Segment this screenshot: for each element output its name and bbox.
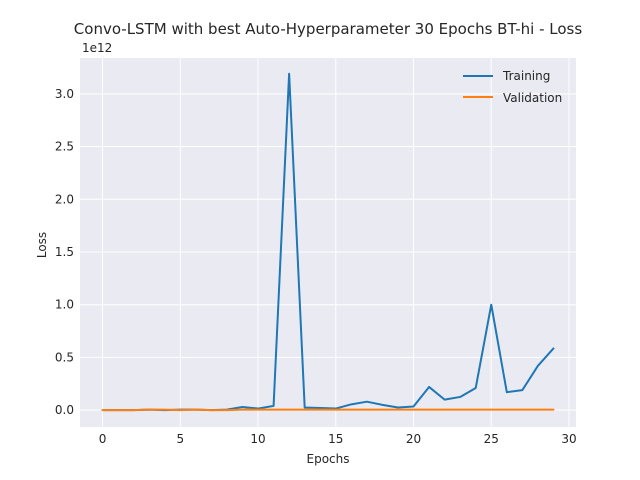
- tick-labels: 0 5 10 15 20 25 30 0.0 0.5 1.0 1.5 2.0 2.5 3.0: [55, 87, 577, 446]
- x-tick-label: 5: [176, 432, 184, 446]
- y-multiplier-label: 1e12: [82, 41, 112, 55]
- x-tick-label: 15: [328, 432, 343, 446]
- y-tick-label: 1.0: [55, 298, 74, 312]
- series-line-validation: [101, 408, 555, 412]
- legend-label-validation: Validation: [503, 91, 562, 105]
- x-axis-label: Epochs: [307, 452, 350, 466]
- legend: Training Validation: [463, 69, 562, 105]
- y-tick-label: 0.5: [55, 350, 74, 364]
- y-axis-label: Loss: [35, 232, 49, 258]
- x-tick-label: 25: [484, 432, 499, 446]
- x-tick-label: 20: [406, 432, 421, 446]
- y-tick-label: 3.0: [55, 87, 74, 101]
- x-tick-label: 10: [250, 432, 265, 446]
- x-tick-label: 0: [99, 432, 107, 446]
- series-lines: [101, 72, 555, 412]
- chart-title: Convo-LSTM with best Auto-Hyperparameter…: [74, 20, 583, 38]
- plot-area: [80, 58, 576, 427]
- legend-label-training: Training: [502, 69, 550, 83]
- y-tick-label: 2.5: [55, 140, 74, 154]
- x-tick-label: 30: [561, 432, 576, 446]
- y-tick-label: 1.5: [55, 245, 74, 259]
- grid-lines: [80, 58, 576, 427]
- y-tick-label: 0.0: [55, 403, 74, 417]
- y-tick-label: 2.0: [55, 192, 74, 206]
